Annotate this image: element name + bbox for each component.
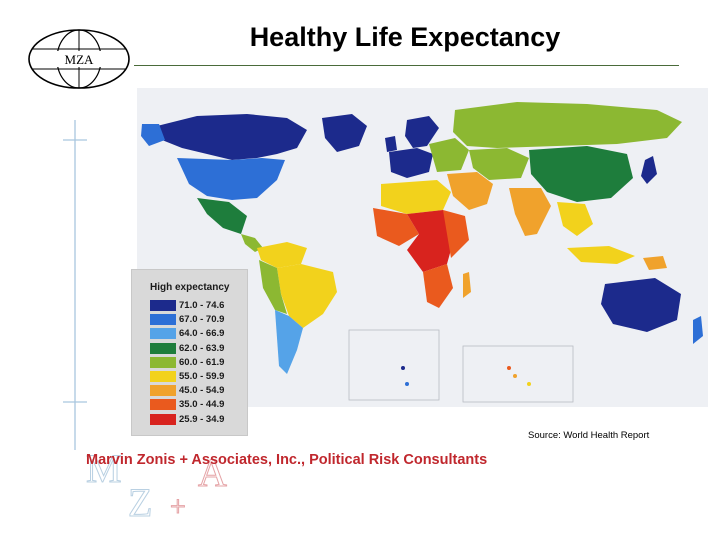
- southern-africa: [423, 264, 453, 308]
- legend-label: 35.0 - 44.9: [179, 399, 225, 411]
- mza-logo-globe-icon: MZA: [28, 29, 130, 89]
- legend-label: 71.0 - 74.6: [179, 300, 225, 311]
- legend-label: 64.0 - 66.9: [179, 328, 225, 340]
- alaska: [141, 124, 165, 146]
- russia: [453, 102, 682, 148]
- legend-label: 60.0 - 61.9: [179, 356, 225, 368]
- legend-item: 71.0 - 74.6: [150, 300, 224, 311]
- legend-swatch: [150, 413, 176, 425]
- legend-label: 55.0 - 59.9: [179, 371, 225, 382]
- legend-swatch: [150, 385, 176, 397]
- india: [509, 188, 551, 236]
- greenland: [322, 114, 367, 152]
- peru-bolivia: [259, 260, 287, 314]
- map-legend: High expectancy 71.0 - 74.6 67.0 - 70.9 64…: [131, 269, 248, 436]
- legend-label: 67.0 - 70.9: [179, 314, 225, 326]
- japan: [641, 156, 657, 184]
- legend-swatch: [150, 300, 176, 311]
- usa: [177, 158, 285, 200]
- indonesia: [567, 246, 635, 264]
- legend-label: 25.9 - 34.9: [179, 413, 225, 425]
- argentina-chile: [275, 310, 303, 374]
- legend-swatch: [150, 328, 176, 340]
- new-zealand: [693, 316, 703, 344]
- legend-swatch: [150, 371, 176, 382]
- legend-item: 25.9 - 34.9: [150, 413, 225, 425]
- western-europe: [389, 148, 433, 178]
- central-africa: [407, 210, 457, 272]
- legend-swatch: [150, 342, 176, 354]
- uk: [385, 136, 397, 152]
- middle-east: [447, 172, 493, 210]
- legend-label: 45.0 - 54.9: [179, 385, 225, 397]
- brazil: [277, 264, 337, 328]
- west-africa: [373, 208, 419, 246]
- eastern-europe: [429, 138, 469, 172]
- legend-item: 60.0 - 61.9: [150, 356, 225, 368]
- mexico: [197, 198, 247, 234]
- legend-label: 62.0 - 63.9: [179, 342, 225, 354]
- decorative-lines: [63, 120, 87, 450]
- legend-swatch: [150, 314, 176, 326]
- central-america: [241, 234, 263, 252]
- svg-text:+: +: [170, 492, 186, 520]
- mza-watermark-logo: M Z + A: [86, 446, 228, 521]
- southeast-asia: [557, 202, 593, 236]
- legend-item: 35.0 - 44.9: [150, 399, 225, 411]
- canada: [157, 114, 307, 160]
- scandinavia: [405, 116, 439, 148]
- legend-swatch: [150, 356, 176, 368]
- page-title: Healthy Life Expectancy: [249, 22, 561, 52]
- svg-text:Z: Z: [128, 480, 152, 520]
- legend-item: 55.0 - 59.9: [150, 371, 224, 382]
- east-africa: [443, 210, 469, 258]
- svg-text:A: A: [198, 450, 227, 495]
- papua-new-guinea: [643, 256, 667, 270]
- title-divider: [134, 65, 679, 66]
- legend-item: 45.0 - 54.9: [150, 385, 225, 397]
- madagascar: [463, 272, 471, 298]
- logo-text: MZA: [65, 52, 95, 67]
- colombia-venezuela: [257, 242, 307, 268]
- legend-item: 62.0 - 63.9: [150, 342, 225, 354]
- north-africa: [381, 180, 451, 214]
- legend-item: 64.0 - 66.9: [150, 328, 225, 340]
- legend-title: High expectancy: [150, 282, 230, 293]
- china: [529, 146, 633, 202]
- svg-text:M: M: [86, 446, 122, 491]
- company-name: Marvin Zonis + Associates, Inc., Politic…: [86, 452, 488, 468]
- australia: [601, 278, 681, 332]
- source-note: Source: World Health Report: [528, 430, 650, 441]
- central-asia: [469, 148, 529, 180]
- legend-swatch: [150, 399, 176, 411]
- legend-item: 67.0 - 70.9: [150, 314, 225, 326]
